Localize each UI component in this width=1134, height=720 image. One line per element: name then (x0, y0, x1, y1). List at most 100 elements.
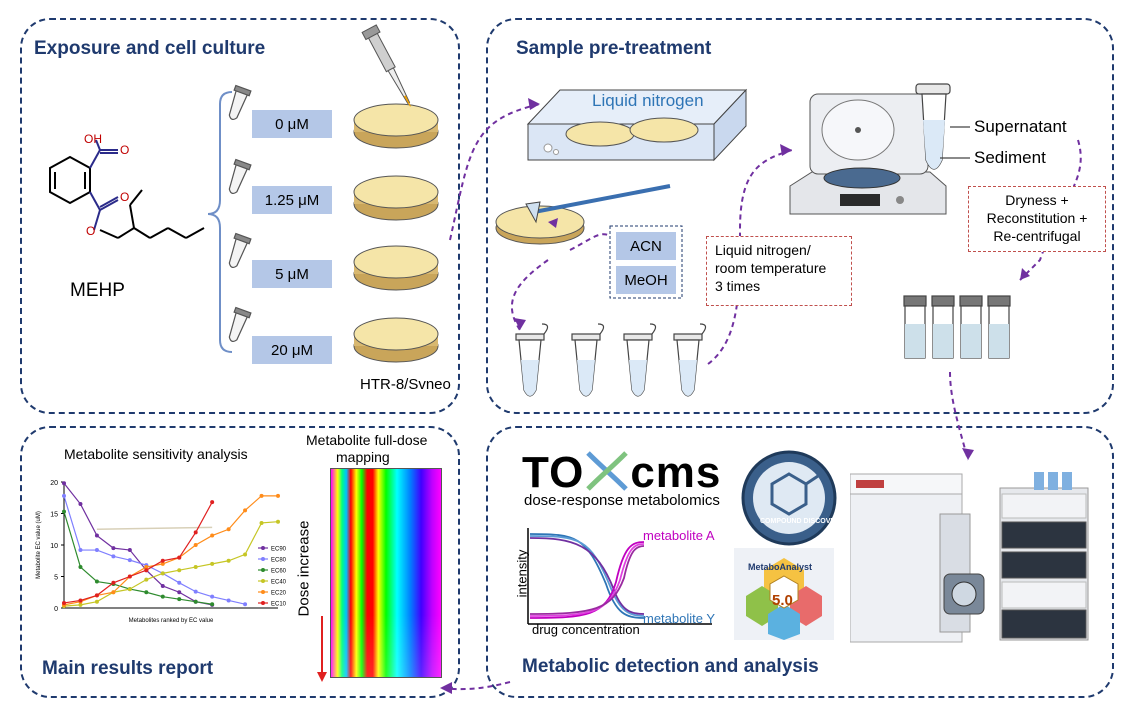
drug-concentration-label: drug concentration (532, 622, 640, 637)
legend-label: EC60 (271, 569, 287, 575)
data-point (193, 543, 198, 547)
concentration-label: 1.25 μM (252, 186, 332, 214)
series-line-EC60 (63, 511, 213, 605)
ec-sensitivity-chart: 0 5 10 15 20 Metabolite EC value (uM) Metaboli… (36, 480, 287, 624)
series-line-EC80 (63, 495, 246, 605)
solvent-label: ACN (616, 232, 676, 260)
toxcms-logo-text: TO cms (522, 448, 721, 498)
compound-discoverer-text: COMPOUND DISCOVERER (760, 518, 850, 525)
series-line-EC90 (63, 482, 213, 606)
data-point (144, 568, 149, 573)
dose-response-plot (527, 528, 712, 625)
data-point (94, 593, 99, 598)
data-point (210, 561, 215, 566)
y-tick-label: 10 (50, 543, 58, 550)
data-point (111, 590, 116, 595)
data-point (111, 580, 116, 585)
legend-marker (261, 568, 265, 572)
data-point (193, 589, 198, 594)
legend-marker (261, 557, 265, 561)
data-point (210, 500, 215, 505)
oxygen-label: O (86, 224, 96, 238)
supernatant-label: Supernatant (974, 117, 1067, 136)
data-point (177, 597, 182, 602)
freeze-thaw-note: Liquid nitrogen/ room temperature 3 time… (706, 236, 852, 306)
data-point (160, 571, 165, 576)
dose-arrow (317, 616, 327, 682)
post-process-note: Dryness + Reconstitution + Re-centrifuga… (968, 186, 1106, 252)
panel-results (20, 426, 460, 698)
metaboanalyst-title: MetaboAnalyst (748, 562, 813, 572)
data-point (144, 577, 149, 582)
toxcms-x-icon (584, 451, 630, 491)
data-point (94, 548, 99, 553)
data-point (127, 548, 132, 553)
post-process-line: Dryness + (1005, 192, 1069, 208)
data-point (210, 594, 215, 599)
data-point (193, 530, 198, 535)
panel-title-detection: Metabolic detection and analysis (522, 656, 819, 677)
data-point (226, 598, 231, 603)
data-point (226, 527, 231, 532)
series-line-EC20 (63, 495, 278, 606)
data-point (127, 587, 132, 592)
data-point (94, 533, 99, 538)
post-process-line: Re-centrifugal (993, 228, 1081, 244)
data-point (78, 548, 83, 553)
data-point (127, 574, 132, 579)
data-point (243, 552, 248, 557)
dose-increase-label: Dose increase (295, 520, 313, 617)
data-point (111, 546, 116, 551)
solvent-label: MeOH (616, 266, 676, 294)
data-point (111, 554, 116, 559)
lcms-instrument-icon (850, 472, 1089, 643)
post-process-line: Reconstitution + (986, 210, 1088, 226)
dose-heatmap (330, 468, 442, 678)
data-point (62, 509, 66, 514)
data-point (62, 600, 66, 605)
compound-label: MEHP (70, 280, 125, 301)
legend-label: EC10 (271, 602, 287, 608)
legend-marker (261, 579, 265, 583)
freeze-thaw-line: 3 times (715, 278, 761, 294)
data-point (193, 565, 198, 570)
legend-marker (261, 546, 265, 550)
y-tick-label: 15 (50, 512, 58, 519)
data-point (243, 508, 248, 513)
liquid-nitrogen-label: Liquid nitrogen (592, 91, 704, 110)
legend-label: EC40 (271, 580, 287, 586)
data-point (177, 555, 182, 560)
data-point (243, 602, 248, 607)
toxcms-subtitle: dose-response metabolomics (524, 492, 720, 509)
intensity-label: intensity (514, 549, 530, 598)
panel-title-pretreatment: Sample pre-treatment (516, 38, 712, 59)
panel-exposure (20, 18, 460, 414)
data-point (276, 519, 280, 524)
data-point (78, 565, 83, 570)
concentration-label: 20 μM (252, 336, 332, 364)
legend-marker (261, 590, 265, 594)
data-point (78, 602, 83, 607)
data-point (160, 558, 165, 563)
y-axis-label: Metabolite EC value (uM) (36, 511, 42, 579)
data-point (78, 598, 83, 603)
data-point (127, 558, 132, 563)
oxygen-label: O (120, 190, 130, 204)
data-point (94, 599, 99, 604)
sensitivity-chart-title: Metabolite sensitivity analysis (64, 446, 248, 462)
data-point (259, 493, 264, 498)
concentration-label: 5 μM (252, 260, 332, 288)
y-tick-label: 20 (50, 480, 58, 487)
data-point (144, 590, 149, 595)
data-point (160, 561, 165, 566)
series-line-EC10 (63, 501, 213, 604)
reference-line (96, 526, 213, 530)
concentration-label: 0 μM (252, 110, 332, 138)
x-axis-label: Metabolites ranked by EC value (129, 618, 214, 624)
toxcms-logo-part: TO (522, 448, 585, 497)
data-point (193, 599, 198, 604)
oh-label: OH (84, 132, 102, 146)
freeze-thaw-line: room temperature (715, 260, 827, 276)
data-point (160, 594, 165, 599)
data-point (144, 565, 149, 570)
